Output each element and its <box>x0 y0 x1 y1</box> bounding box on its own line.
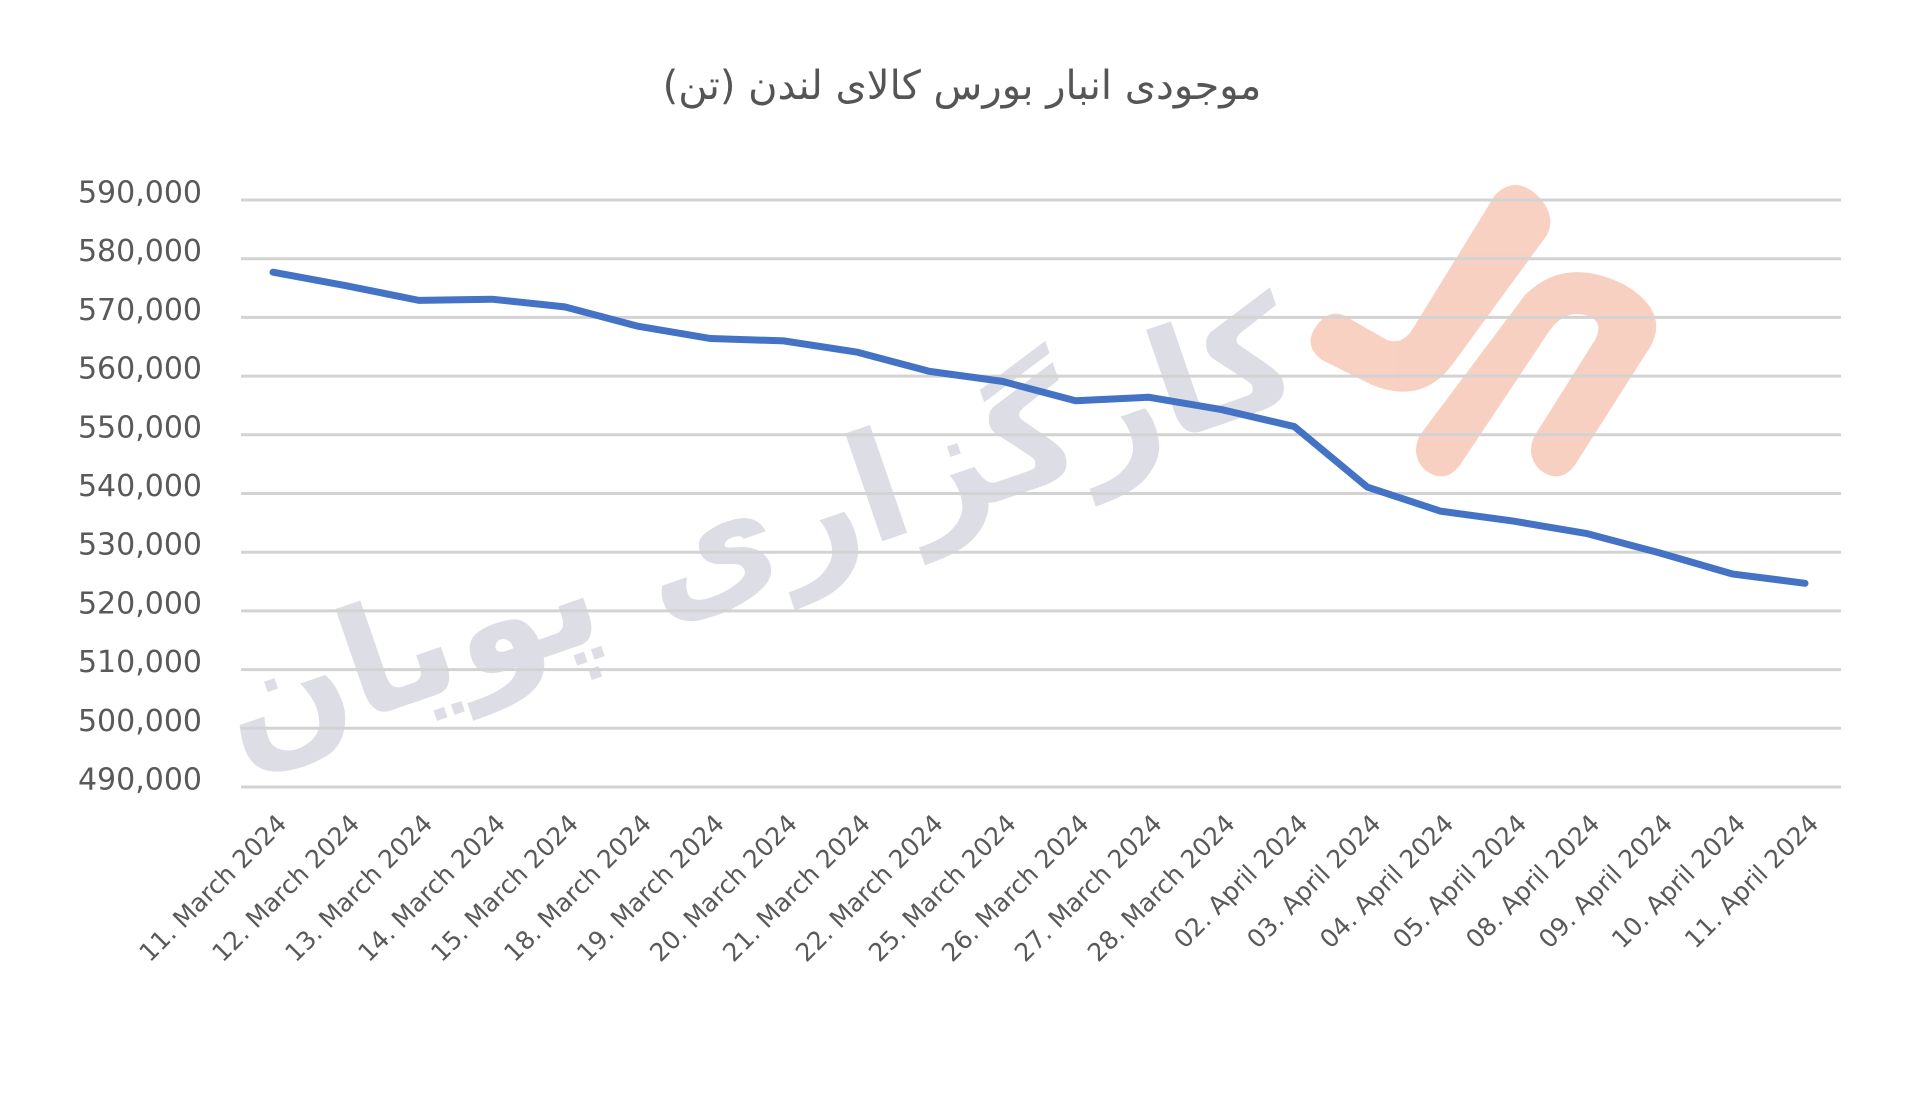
y-tick-label: 580,000 <box>78 234 202 269</box>
y-tick-label: 590,000 <box>78 176 202 211</box>
y-tick-label: 540,000 <box>78 469 202 504</box>
y-tick-label: 510,000 <box>78 645 202 680</box>
x-tick-label: 11. April 2024 <box>1679 809 1824 954</box>
y-tick-label: 500,000 <box>78 704 202 739</box>
y-tick-label: 560,000 <box>78 352 202 387</box>
x-tick-label: 02. April 2024 <box>1168 809 1313 954</box>
x-tick-label: 09. April 2024 <box>1533 809 1678 954</box>
watermark: کارگزاری پویان <box>195 264 1320 797</box>
y-tick-label: 490,000 <box>78 763 202 798</box>
x-tick-label: 10. April 2024 <box>1606 809 1751 954</box>
x-tick-label: 03. April 2024 <box>1241 809 1386 954</box>
chart-title: موجودی انبار بورس کالای لندن (تن) <box>663 63 1262 109</box>
x-tick-label: 05. April 2024 <box>1387 809 1532 954</box>
y-tick-label: 530,000 <box>78 528 202 563</box>
x-tick-label: 04. April 2024 <box>1314 809 1459 954</box>
y-tick-label: 520,000 <box>78 586 202 621</box>
line-series <box>269 268 1809 587</box>
logo <box>1310 185 1657 477</box>
x-tick-label: 08. April 2024 <box>1460 809 1605 954</box>
y-tick-label: 550,000 <box>78 410 202 445</box>
y-tick-label: 570,000 <box>78 293 202 328</box>
